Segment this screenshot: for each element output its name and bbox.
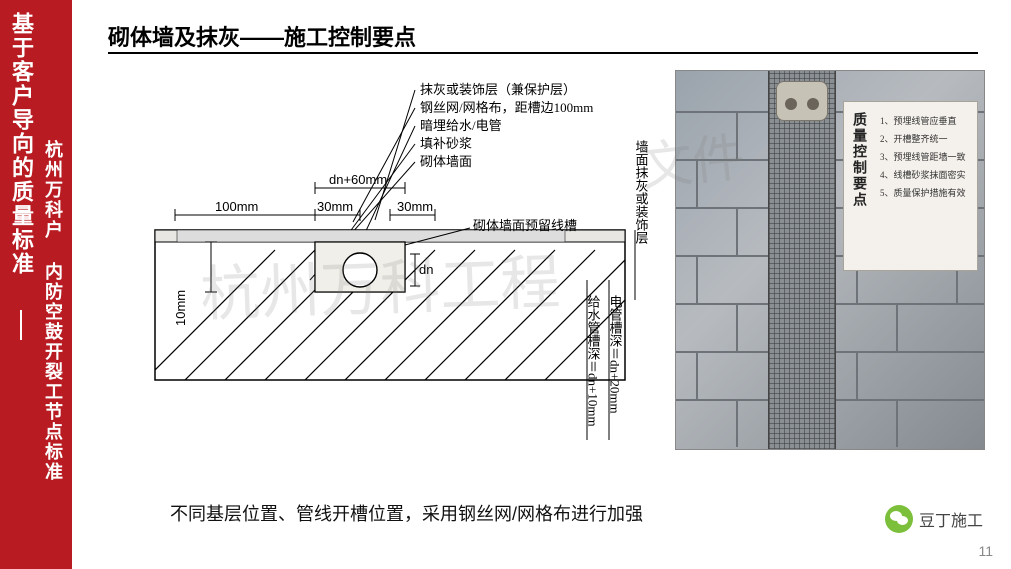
page-title: 砌体墙及抹灰——施工控制要点	[108, 20, 416, 52]
sign-item: 3、预埋线管距墙一致	[880, 148, 969, 166]
dim-30b: 30mm	[397, 199, 433, 214]
page-number: 11	[978, 543, 993, 559]
dim-30a: 30mm	[317, 199, 353, 214]
callout-c: 暗埋给水/电管	[420, 118, 502, 133]
sign-item: 4、线槽砂浆抹面密实	[880, 166, 969, 184]
bottom-vlabel-left: 给水管槽深＝dn+10mm	[586, 295, 601, 427]
inner-label: 砌体墙面预留线槽	[473, 218, 577, 233]
callout-b: 钢丝网/网格布，距槽边100mm	[420, 100, 593, 115]
caption-text: 不同基层位置、管线开槽位置，采用钢丝网/网格布进行加强	[170, 500, 643, 526]
dim-top: dn+60mm	[329, 172, 387, 187]
wechat-mark: 豆丁施工	[885, 505, 983, 533]
sign-heading: 质量控制要点	[850, 112, 870, 208]
callout-a: 抹灰或装饰层（兼保护层）	[420, 82, 576, 97]
content-area: 抹灰或装饰层（兼保护层） 钢丝网/网格布，距槽边100mm 暗埋给水/电管 填补…	[95, 70, 995, 510]
dim-10: 10mm	[173, 290, 188, 326]
callout-e: 砌体墙面	[420, 154, 472, 169]
wechat-icon	[885, 505, 913, 533]
title-underline	[108, 52, 978, 54]
sign-item: 2、开槽整齐统一	[880, 130, 969, 148]
wechat-name: 豆丁施工	[919, 507, 983, 531]
sidebar-divider	[20, 310, 22, 340]
photo-clip	[776, 81, 828, 121]
site-photo: 质量控制要点 1、预埋线管应垂直 2、开槽整齐统一 3、预埋线管距墙一致 4、线…	[675, 70, 985, 450]
bottom-vlabel-right: 电管槽深＝dn+20mm	[608, 295, 623, 414]
sidebar-title-sub: 杭州万科户 内防空鼓开裂工节点标准	[40, 140, 66, 482]
sign-item: 1、预埋线管应垂直	[880, 112, 969, 130]
left-sidebar: 基于客户导向的质量标准 杭州万科户 内防空鼓开裂工节点标准	[0, 0, 72, 569]
section-diagram: 抹灰或装饰层（兼保护层） 钢丝网/网格布，距槽边100mm 暗埋给水/电管 填补…	[115, 70, 675, 450]
sidebar-title-main: 基于客户导向的质量标准	[6, 12, 36, 276]
slide: 基于客户导向的质量标准 杭州万科户 内防空鼓开裂工节点标准 砌体墙及抹灰——施工…	[0, 0, 1011, 569]
photo-mesh-strip	[768, 71, 836, 449]
dim-100: 100mm	[215, 199, 258, 214]
quality-sign: 质量控制要点 1、预埋线管应垂直 2、开槽整齐统一 3、预埋线管距墙一致 4、线…	[843, 101, 978, 271]
sign-list: 1、预埋线管应垂直 2、开槽整齐统一 3、预埋线管距墙一致 4、线槽砂浆抹面密实…	[880, 112, 969, 202]
callout-d: 填补砂浆	[420, 136, 472, 151]
sign-item: 5、质量保护措施有效	[880, 184, 969, 202]
right-vertical-label: 墙面抹灰或装饰层	[634, 140, 649, 245]
